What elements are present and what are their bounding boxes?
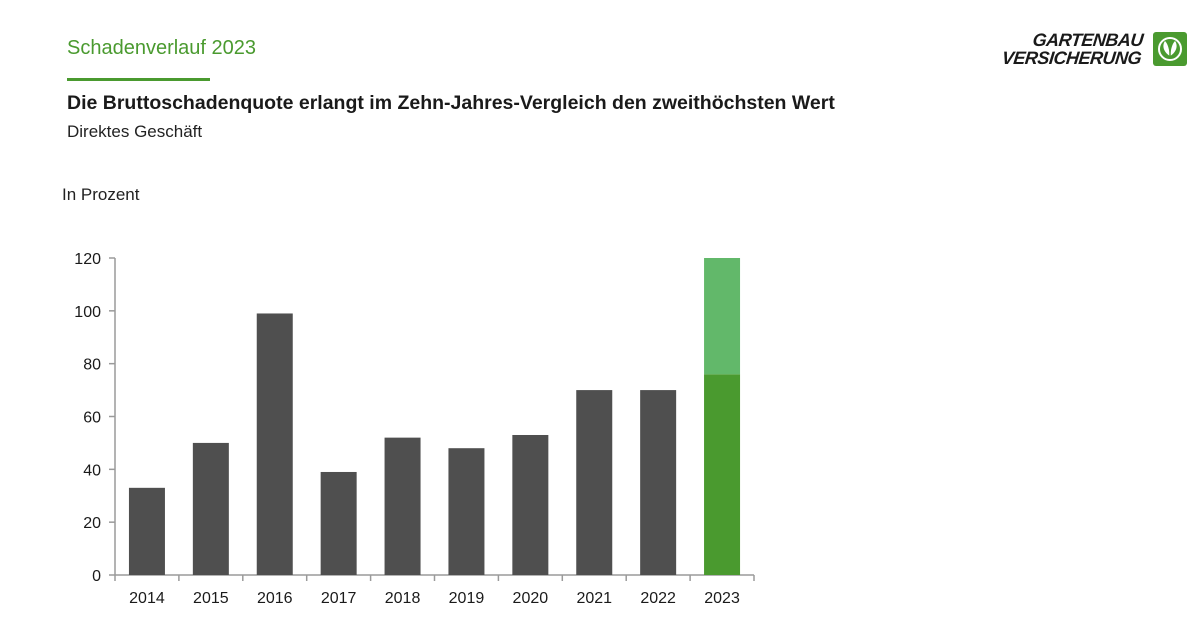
x-tick-label: 2023 bbox=[704, 590, 740, 607]
bar-2023-top bbox=[704, 258, 741, 375]
bar-2015 bbox=[192, 442, 229, 575]
x-tick-label: 2019 bbox=[449, 590, 485, 607]
kicker-underline bbox=[67, 78, 210, 81]
x-tick-label: 2021 bbox=[576, 590, 612, 607]
bar-2014 bbox=[128, 487, 165, 575]
x-tick-label: 2016 bbox=[257, 590, 293, 607]
bar-2017 bbox=[320, 471, 357, 575]
kicker-title: Schadenverlauf 2023 bbox=[67, 37, 257, 59]
bar-2020 bbox=[512, 434, 549, 575]
brand-logo: GARTENBAU VERSICHERUNG bbox=[1000, 30, 1190, 69]
bar-2023-base bbox=[704, 374, 741, 575]
chart-subtitle: Direktes Geschäft bbox=[67, 122, 203, 141]
bar-2022 bbox=[640, 390, 677, 575]
y-axis-ticks: 0 20 40 60 80 100 120 bbox=[74, 251, 115, 585]
y-tick-label: 0 bbox=[92, 568, 101, 585]
x-tick-label: 2022 bbox=[640, 590, 676, 607]
y-tick-label: 40 bbox=[83, 462, 101, 479]
x-tick-label: 2017 bbox=[321, 590, 357, 607]
bar-2021 bbox=[576, 390, 613, 575]
y-tick-label: 100 bbox=[74, 304, 101, 321]
y-axis-unit-label: In Prozent bbox=[62, 185, 140, 204]
x-tick-label: 2015 bbox=[193, 590, 229, 607]
y-tick-label: 80 bbox=[83, 357, 101, 374]
chart-headline: Die Bruttoschadenquote erlangt im Zehn-J… bbox=[67, 92, 835, 114]
y-tick-label: 60 bbox=[83, 410, 101, 427]
x-axis-ticks: 2014 2015 2016 2017 2018 2019 2020 2021 2022 2023 bbox=[114, 575, 755, 607]
x-tick-label: 2020 bbox=[513, 590, 549, 607]
bar-2019 bbox=[448, 448, 485, 575]
chart-bars bbox=[128, 258, 741, 575]
y-tick-label: 20 bbox=[83, 515, 101, 532]
x-tick-label: 2014 bbox=[129, 590, 165, 607]
x-tick-label: 2018 bbox=[385, 590, 421, 607]
bar-2016 bbox=[256, 313, 293, 575]
bar-2018 bbox=[384, 437, 421, 575]
leaf-flower-icon bbox=[1153, 32, 1187, 66]
y-tick-label: 120 bbox=[74, 251, 101, 268]
